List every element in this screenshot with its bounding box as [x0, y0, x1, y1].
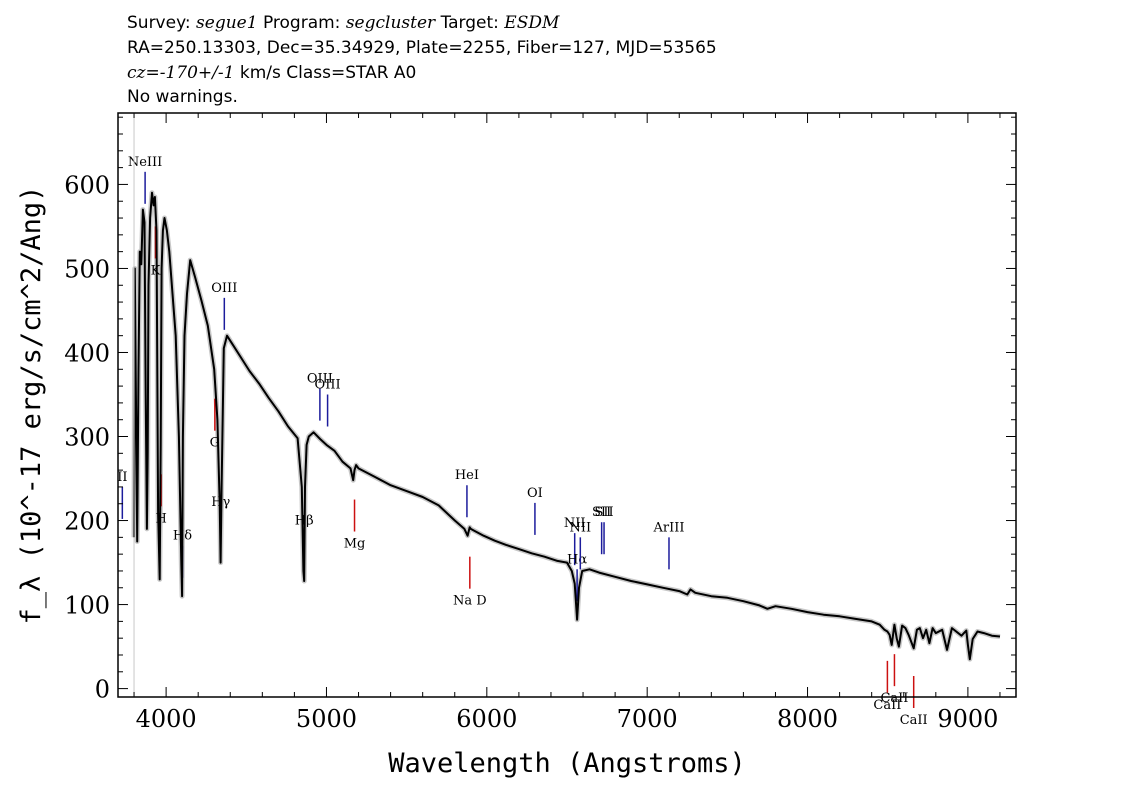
target-value: ESDM [504, 13, 560, 33]
absorption-label-mg-19: Mg [344, 537, 366, 552]
spectrum-series-layer [133, 191, 1001, 661]
emission-label-oiii-6: OIII [315, 377, 341, 392]
emission-label-ariii-14: ArIII [652, 520, 684, 535]
y-axis-label: f_λ (10^-17 erg/s/cm^2/Ang) [16, 186, 47, 625]
y-tick-label-400: 400 [64, 339, 110, 367]
x-tick-label-8000: 8000 [777, 705, 838, 733]
y-tick-label-600: 600 [64, 171, 110, 199]
y-tick-label-0: 0 [95, 676, 110, 704]
x-tick-label-6000: 6000 [456, 705, 517, 733]
error-band-layer [131, 190, 1001, 662]
absorption-label-caii-22: CaII [880, 691, 908, 706]
absorption-label-caii-23: CaII [900, 713, 928, 728]
header-line-survey: Survey: segue1 Program: segcluster Targe… [127, 12, 559, 34]
emission-label-oi-8: OI [527, 486, 543, 501]
emission-label-sii-13: SII [594, 505, 613, 520]
cz-units-class: km/s Class=STAR A0 [239, 63, 417, 83]
emission-label-nii-9: NII [564, 516, 586, 531]
y-tick-label-300: 300 [64, 424, 110, 452]
emission-label-oiii-3: OIII [211, 281, 237, 296]
emission-label-ii-15: II [117, 470, 127, 485]
absorption-label-na-d-20: Na D [453, 594, 487, 609]
plot-frame [117, 112, 1017, 698]
survey-label: Survey: [127, 13, 191, 33]
survey-value: segue1 [196, 13, 258, 33]
cz-value: cz=-170+/-1 [127, 63, 235, 83]
axes-layer [117, 112, 1017, 698]
spectrum-error-band [131, 190, 1001, 662]
x-tick-label-9000: 9000 [937, 705, 998, 733]
emission-label-neiii-0: NeIII [128, 155, 162, 170]
emission-label-nii-11: NII [569, 520, 591, 535]
emission-label-hei-7: HeI [455, 468, 479, 483]
spectrum-line [133, 191, 1001, 661]
program-value: segcluster [345, 13, 436, 33]
y-tick-label-200: 200 [64, 508, 110, 536]
x-tick-label-7000: 7000 [617, 705, 678, 733]
header-line-warnings: No warnings. [127, 87, 238, 107]
header-line-coordinates: RA=250.13303, Dec=35.34929, Plate=2255, … [127, 38, 717, 58]
emission-label-sii-12: SII [592, 505, 611, 520]
emission-label-oiii-5: OIII [307, 372, 333, 387]
emission-label-h--10: Hα [567, 552, 587, 567]
tick-label-layer: 4000 5000 6000 7000 8000 9000 0 100 200 300 400 500… [64, 171, 998, 733]
x-axis-label: Wavelength (Angstroms) [388, 748, 746, 779]
x-tick-label-4000: 4000 [136, 705, 197, 733]
program-label: Program: [262, 13, 341, 33]
absorption-label-caii-21: CaII [873, 698, 901, 713]
header-line-redshift: cz=-170+/-1 km/s Class=STAR A0 [127, 62, 416, 84]
y-tick-label-100: 100 [64, 592, 110, 620]
absorption-label-g-18: G [210, 436, 220, 451]
target-label: Target: [440, 13, 499, 33]
line-marker-layer: NeIIIHδHγOIIIHβOIIIOIIIHeIOINIIHαNIISIIS… [117, 155, 927, 728]
y-tick-label-500: 500 [64, 255, 110, 283]
absorption-label-k-16: K [151, 263, 161, 278]
x-tick-label-5000: 5000 [296, 705, 357, 733]
